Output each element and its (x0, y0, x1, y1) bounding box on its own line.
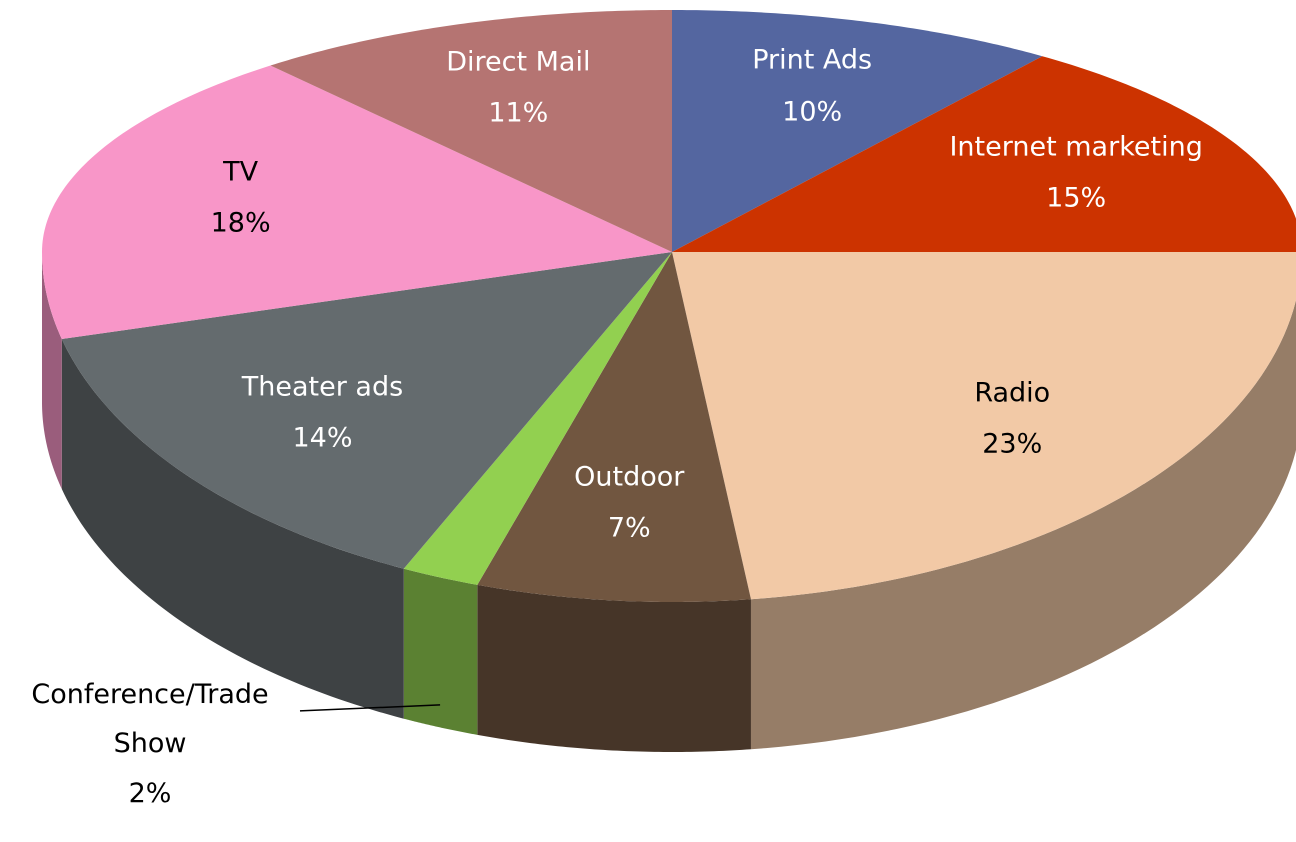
slice-name: Conference/Trade Show (31, 678, 269, 759)
slice-label: Theater ads 14% (242, 361, 403, 464)
slice-value: 2% (128, 777, 172, 809)
slice-name: Print Ads (752, 44, 873, 76)
slice-label: Conference/Trade Show 2% (0, 671, 300, 819)
slice-side (403, 568, 478, 735)
slice-label: Direct Mail 11% (446, 37, 590, 140)
slice (672, 252, 1296, 600)
slice (672, 10, 1043, 252)
slice (42, 65, 672, 340)
slice-label: Outdoor 7% (574, 452, 684, 555)
slice-name: Internet marketing (949, 131, 1203, 163)
sides (42, 252, 1296, 752)
slice-value: 18% (210, 208, 271, 240)
slice-value: 7% (607, 512, 651, 544)
slice (61, 252, 673, 569)
slice-name: Direct Mail (446, 46, 591, 78)
leader-line (299, 704, 441, 712)
slice-side (750, 300, 1296, 750)
slice-side (477, 584, 751, 752)
slice-label: Radio 23% (974, 367, 1050, 470)
slice-value: 23% (982, 428, 1043, 460)
slice-value: 15% (1046, 182, 1107, 214)
slice-name: Theater ads (241, 371, 404, 403)
slice-label: Internet marketing 15% (949, 122, 1202, 225)
slice (270, 10, 672, 252)
slice-side (61, 339, 404, 719)
tops (42, 10, 1296, 602)
slice-name: TV (223, 156, 259, 188)
slice-name: Outdoor (574, 461, 685, 493)
slice-name: Radio (974, 377, 1051, 409)
slice (477, 252, 751, 602)
slice-label: Print Ads 10% (752, 35, 872, 138)
slice (403, 252, 672, 585)
slice-label: TV 18% (211, 147, 271, 250)
slice-value: 11% (488, 98, 549, 130)
slice-value: 14% (292, 422, 353, 454)
slice (672, 56, 1296, 252)
slice-value: 10% (782, 96, 843, 128)
slice-side (42, 252, 62, 490)
